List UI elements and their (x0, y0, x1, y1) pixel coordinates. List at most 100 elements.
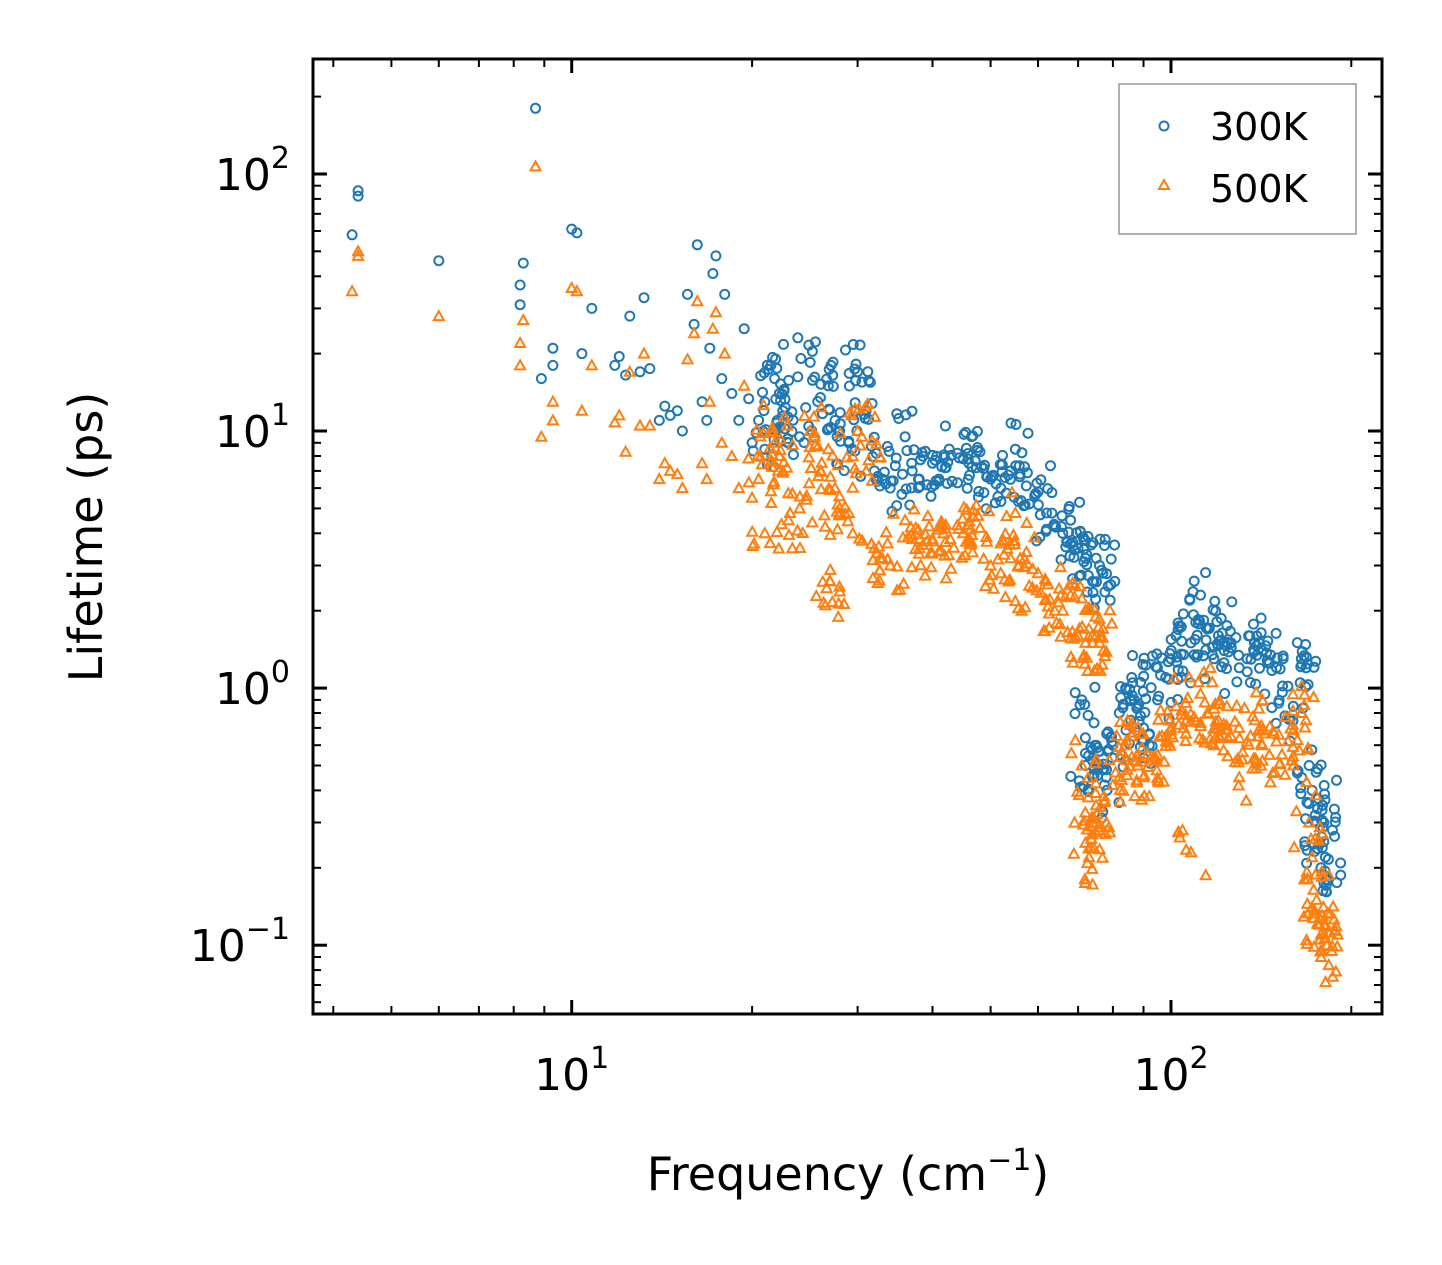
point-500k (873, 563, 887, 576)
point-500k (978, 578, 993, 591)
point-300k (1088, 717, 1100, 729)
point-500k (680, 352, 695, 365)
point-300k (1274, 663, 1286, 675)
point-500k (1205, 675, 1219, 688)
point-300k (1126, 672, 1138, 683)
point-500k (1125, 725, 1140, 738)
point-500k (1145, 749, 1159, 762)
point-500k (1137, 768, 1151, 781)
point-300k (1310, 766, 1322, 778)
point-300k (906, 457, 918, 469)
point-500k (1082, 850, 1096, 863)
point-500k (815, 455, 829, 468)
point-500k (831, 497, 845, 510)
point-500k (1272, 727, 1286, 740)
point-300k (514, 279, 526, 291)
point-500k (1082, 621, 1096, 634)
point-300k (990, 478, 1002, 490)
legend-marker-300k (1158, 120, 1170, 132)
point-300k (891, 408, 903, 420)
point-500k (652, 472, 666, 485)
x-tick-label: 101 (534, 1041, 609, 1101)
point-500k (1239, 793, 1253, 806)
point-500k (1020, 515, 1034, 528)
point-500k (575, 403, 589, 416)
point-500k (1067, 846, 1081, 859)
legend-label-500k: 500K (1210, 167, 1309, 211)
point-500k (623, 364, 637, 377)
point-500k (1098, 827, 1113, 840)
point-300k (1241, 653, 1253, 665)
point-500k (747, 536, 761, 549)
point-300k (1172, 664, 1184, 676)
point-500k (918, 568, 932, 581)
point-500k (879, 525, 893, 538)
point-500k (1232, 720, 1246, 733)
point-500k (1307, 903, 1322, 916)
point-300k (1089, 763, 1100, 775)
point-300k (1065, 770, 1077, 782)
point-500k (1169, 699, 1183, 712)
point-300k (900, 483, 912, 495)
point-500k (528, 159, 543, 172)
point-500k (800, 488, 814, 501)
point-300k (1087, 587, 1099, 598)
point-500k (825, 448, 840, 461)
point-300k (1126, 690, 1138, 702)
point-500k (1153, 703, 1168, 716)
point-500k (1166, 730, 1180, 743)
point-500k (944, 561, 958, 574)
point-500k (753, 429, 767, 442)
point-500k (883, 558, 897, 571)
point-300k (1295, 782, 1307, 794)
point-500k (797, 408, 812, 421)
point-300k (979, 459, 990, 471)
point-500k (1096, 621, 1110, 634)
point-300k (1335, 869, 1347, 881)
point-500k (1162, 713, 1177, 726)
point-300k (547, 342, 559, 354)
point-500k (1076, 817, 1090, 830)
point-500k (1203, 660, 1217, 673)
point-500k (1273, 756, 1287, 769)
point-500k (998, 526, 1012, 539)
point-300k (1191, 629, 1203, 641)
point-300k (945, 449, 957, 461)
point-500k (570, 284, 584, 297)
point-300k (943, 443, 955, 455)
point-300k (906, 465, 918, 477)
point-500k (969, 498, 983, 511)
point-500k (432, 309, 446, 322)
point-500k (1294, 678, 1309, 691)
point-300k (1210, 605, 1222, 617)
point-500k (1292, 743, 1306, 756)
point-300k (1171, 656, 1183, 668)
point-500k (1058, 590, 1072, 603)
point-500k (1197, 665, 1211, 678)
point-500k (1237, 701, 1252, 714)
point-500k (943, 532, 957, 545)
point-300k (433, 255, 445, 267)
point-300k (346, 229, 358, 241)
point-300k (1069, 708, 1081, 720)
point-500k (818, 519, 832, 532)
point-300k (981, 471, 993, 482)
point-500k (1095, 850, 1110, 863)
point-300k (571, 227, 583, 239)
point-500k (1151, 712, 1166, 725)
point-300k (952, 477, 963, 489)
point-500k (1309, 788, 1323, 801)
point-500k (1152, 775, 1166, 788)
point-300k (913, 473, 924, 485)
point-500k (859, 463, 873, 476)
point-500k (1298, 872, 1312, 885)
point-500k (855, 429, 869, 442)
point-500k (1066, 655, 1080, 668)
point-300k (1331, 774, 1342, 786)
point-500k (870, 546, 884, 559)
point-500k (958, 548, 972, 561)
point-500k (1192, 731, 1207, 744)
point-500k (1008, 505, 1023, 518)
